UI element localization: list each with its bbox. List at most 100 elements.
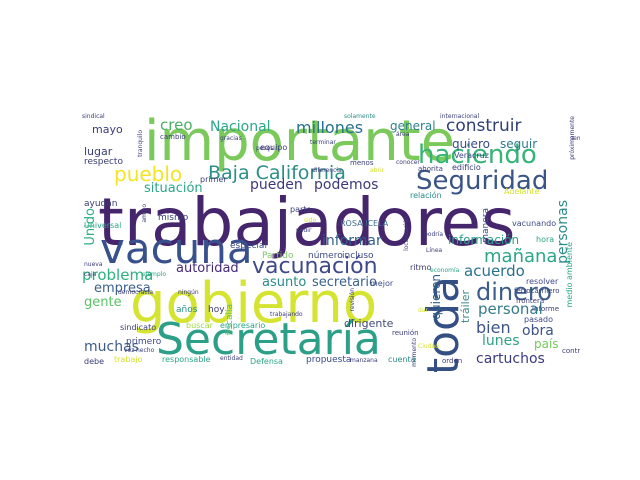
word-partido: Partido <box>262 251 294 261</box>
word-cloud: trabajadores importante gobierno vacuna … <box>80 112 580 372</box>
word-asunto: asunto <box>262 275 307 290</box>
word-millones: millones <box>296 118 364 137</box>
word-seguridad: Seguridad <box>416 166 549 196</box>
word-primer: primer <box>200 175 227 184</box>
word-mayo: mayo <box>92 123 123 136</box>
word-gobierno: gobierno <box>130 271 378 336</box>
word-quiero: quiero <box>452 137 490 151</box>
word-autoridad: autoridad <box>176 261 239 276</box>
word-localizacion: localización <box>403 216 410 251</box>
word-manzana: manzana <box>350 357 378 364</box>
word-edificio: edificio <box>452 163 481 172</box>
word-lunes: lunes <box>482 333 520 349</box>
word-economia: economía <box>430 267 460 274</box>
word-contrato: contrato <box>562 347 580 355</box>
word-dinero: dinero <box>476 278 552 306</box>
word-ferrocarrilero: ferrocarrilero <box>514 287 560 295</box>
word-solamente: solamente <box>344 113 376 120</box>
word-general: general <box>390 119 436 133</box>
word-semana: semana <box>570 135 580 142</box>
word-rosa-icela: ROSA ICELA <box>340 219 389 228</box>
word-adelante: Adelante <box>504 187 540 196</box>
word-trailer: tráiler <box>459 290 472 323</box>
word-abrir: abrir <box>370 167 385 174</box>
word-propuesta: propuesta <box>306 355 352 365</box>
word-ayudan: ayudan <box>84 199 118 209</box>
word-defensa: Defensa <box>250 357 283 366</box>
word-reunion: reunión <box>392 329 419 337</box>
word-cuenta: cuenta <box>388 355 416 364</box>
word-mismo: mismo <box>158 213 189 223</box>
word-pasado: pasado <box>524 315 554 324</box>
word-conocer: conocer <box>396 159 420 166</box>
word-dirigente: dirigente <box>344 317 394 330</box>
word-muchas: muchas <box>84 339 139 355</box>
word-manana: mañana <box>484 246 558 267</box>
word-primero: primero <box>126 337 162 347</box>
word-especial: especial <box>230 241 267 251</box>
word-hecho: hecho <box>136 347 155 354</box>
word-construir: construir <box>446 116 522 136</box>
word-anos: años <box>176 305 198 315</box>
word-respecto: respecto <box>84 157 123 167</box>
word-pueblo: pueblo <box>114 162 183 186</box>
word-informar: informar <box>322 233 382 249</box>
word-informacion: información <box>448 233 520 247</box>
word-vacunacion: vacunación <box>252 254 378 279</box>
word-hora: hora <box>536 235 555 244</box>
word-orden: orden <box>442 357 463 365</box>
word-fiscalia: fiscalía <box>225 304 235 336</box>
word-vacuna: vacuna <box>100 224 253 273</box>
word-informe: informe <box>532 305 560 313</box>
word-haciendo: haciendo <box>418 140 537 170</box>
word-debe: debe <box>84 357 104 366</box>
word-pais: país <box>534 337 559 351</box>
word-nueva: nueva <box>84 261 103 268</box>
word-sido: sido <box>304 217 317 224</box>
word-frontera: frontera <box>516 297 545 305</box>
word-amigo: amigo <box>141 204 148 223</box>
word-ciudad: Ciudad <box>418 343 439 350</box>
word-trabajando: trabajando <box>270 311 303 318</box>
word-responsable: responsable <box>162 355 211 364</box>
word-cartuchos: cartuchos <box>476 351 545 367</box>
word-situacion: situación <box>144 181 203 196</box>
word-ritmo: ritmo <box>410 263 432 272</box>
word-vez: vez <box>124 347 135 354</box>
word-sindical: sindical <box>82 113 105 120</box>
word-veracruz: Veracruz <box>454 151 489 160</box>
word-numero: número <box>308 251 343 261</box>
word-incluso: incluso <box>342 251 374 261</box>
word-vacunando: vacunando <box>512 219 557 228</box>
word-parte: parte <box>290 205 312 214</box>
word-secretario: secretario <box>312 275 377 290</box>
word-creo: creo <box>160 116 193 134</box>
word-hoy: hoy <box>208 305 225 315</box>
word-tranquilo: tranquilo <box>137 130 144 157</box>
word-lugar: lugar <box>84 145 113 158</box>
word-baja-california: Baja California <box>208 162 346 184</box>
word-personal: personal <box>478 300 543 318</box>
word-ejemplo: ejemplo <box>142 271 167 278</box>
word-pesos: pesos <box>256 145 274 152</box>
word-trabajo: trabajo <box>114 355 143 364</box>
word-manera: manera <box>481 208 491 243</box>
word-bien: bien <box>476 318 511 337</box>
word-resolver: resolver <box>526 277 559 286</box>
word-trabajadores: trabajadores <box>98 184 516 261</box>
word-linea: Línea <box>426 247 443 254</box>
word-equipo: equipo <box>260 143 288 152</box>
word-medio-ambiente: medio ambiente <box>565 242 574 308</box>
word-mejor: mejor <box>370 279 394 288</box>
word-menos: menos <box>350 159 374 167</box>
word-dar: dar <box>418 307 428 314</box>
word-ningun: ningún <box>178 289 199 296</box>
word-podria: podría <box>424 231 444 238</box>
word-sindicato: sindicato <box>120 323 157 332</box>
word-gracias: gracias <box>220 135 242 142</box>
word-universal: Universal <box>84 221 122 230</box>
word-revision: revisión <box>349 288 356 312</box>
word-nacional: Nacional <box>210 119 271 135</box>
word-ahorita: ahorita <box>418 165 443 173</box>
word-buscar: buscar <box>186 321 213 330</box>
